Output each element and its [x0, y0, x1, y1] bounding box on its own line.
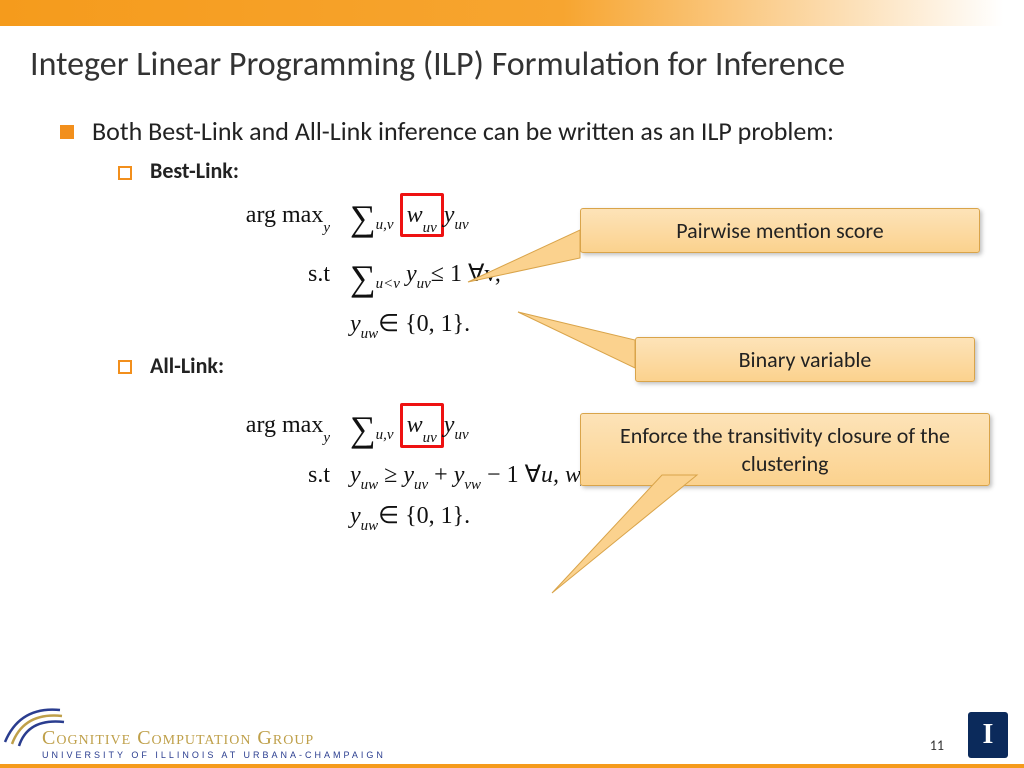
square-bullet-icon [60, 125, 74, 139]
red-box-w-1: wuv [400, 193, 444, 237]
sub-bullet-label: All-Link: [150, 352, 224, 379]
callout-arrow-icon [542, 475, 702, 595]
group-logo-text: Cognitive Computation Group UNIVERSITY O… [42, 727, 386, 760]
sub-bullet-best-link: Best-Link: [118, 157, 1024, 184]
illinois-logo-icon: I [968, 712, 1008, 758]
slide-footer: Cognitive Computation Group UNIVERSITY O… [0, 706, 1024, 768]
square-open-icon [118, 166, 132, 180]
callout-arrow-icon [460, 230, 600, 290]
accent-top-bar [0, 0, 1024, 26]
sub-bullet-label: Best-Link: [150, 157, 239, 184]
red-box-w-2: wuv [400, 403, 444, 447]
square-open-icon [118, 360, 132, 374]
main-bullet: Both Best-Link and All-Link inference ca… [60, 115, 1024, 147]
main-bullet-text: Both Best-Link and All-Link inference ca… [92, 115, 834, 147]
page-number: 11 [930, 737, 944, 754]
accent-bottom-bar [0, 764, 1024, 768]
slide-title: Integer Linear Programming (ILP) Formula… [0, 26, 1024, 85]
callout-arrow-icon [510, 310, 650, 370]
callout-binary-variable: Binary variable [635, 337, 975, 382]
callout-pairwise-score: Pairwise mention score [580, 208, 980, 253]
